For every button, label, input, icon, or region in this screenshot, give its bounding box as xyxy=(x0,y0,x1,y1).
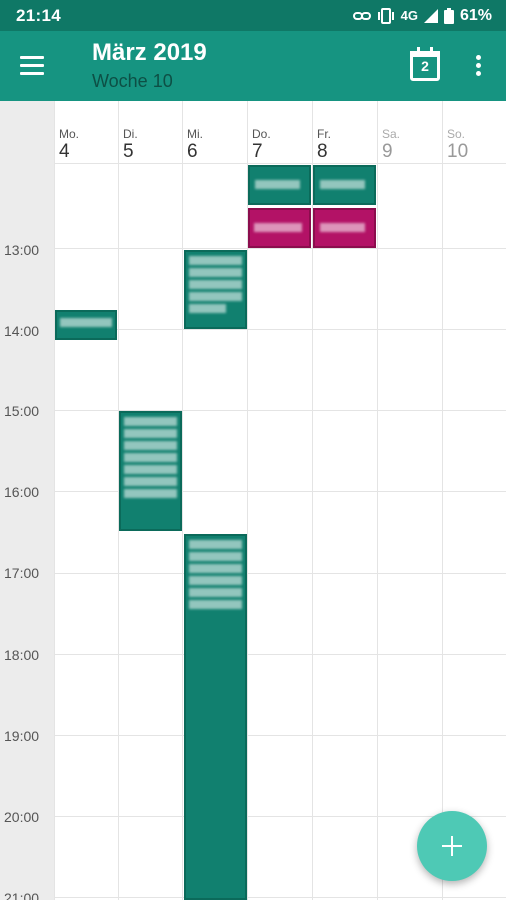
more-vert-icon[interactable] xyxy=(466,53,490,81)
title-block: März 2019 Woche 10 xyxy=(92,37,207,93)
add-event-button[interactable] xyxy=(417,811,487,881)
day-divider xyxy=(247,101,248,900)
time-gutter: 13:00 14:00 15:00 16:00 17:00 18:00 19:0… xyxy=(0,101,54,900)
day-header-tue[interactable]: Di. 5 xyxy=(120,101,184,163)
day-number: 8 xyxy=(317,141,328,162)
day-divider xyxy=(118,101,119,900)
day-header-mon[interactable]: Mo. 4 xyxy=(56,101,120,163)
hour-label: 21:00 xyxy=(4,890,40,900)
day-abbr: Do. xyxy=(252,127,271,141)
day-header-sun[interactable]: So. 10 xyxy=(444,101,506,163)
grid-line xyxy=(54,491,506,492)
week-calendar: 13:00 14:00 15:00 16:00 17:00 18:00 19:0… xyxy=(0,101,506,900)
day-header-fri[interactable]: Fr. 8 xyxy=(314,101,378,163)
hour-label: 13:00 xyxy=(4,242,40,258)
day-number: 4 xyxy=(59,141,70,162)
calendar-event[interactable] xyxy=(184,250,247,329)
grid-line xyxy=(54,897,506,898)
day-abbr: Mo. xyxy=(59,127,80,141)
hour-label: 18:00 xyxy=(4,647,40,663)
week-subtitle: Woche 10 xyxy=(92,71,173,91)
day-abbr: Di. xyxy=(123,127,138,141)
day-divider xyxy=(54,101,55,900)
day-header-wed[interactable]: Mi. 6 xyxy=(184,101,248,163)
app-bar: März 2019 Woche 10 2 xyxy=(0,31,506,101)
hour-label: 14:00 xyxy=(4,323,40,339)
day-number: 10 xyxy=(447,141,469,162)
hour-label: 19:00 xyxy=(4,728,40,744)
signal-icon xyxy=(423,8,438,23)
calendar-event[interactable] xyxy=(313,208,376,248)
status-bar: 21:14 4G 61% xyxy=(0,0,506,31)
hour-label: 17:00 xyxy=(4,565,40,581)
grid-line xyxy=(54,163,506,164)
day-number: 9 xyxy=(382,141,393,162)
day-abbr: Mi. xyxy=(187,127,203,141)
calendar-event[interactable] xyxy=(248,208,311,248)
calendar-event[interactable] xyxy=(313,165,376,205)
calendar-today-icon[interactable]: 2 xyxy=(408,47,442,83)
grid-line xyxy=(54,573,506,574)
calendar-event[interactable] xyxy=(184,534,247,900)
day-abbr: Fr. xyxy=(317,127,331,141)
time-grid[interactable] xyxy=(54,101,506,900)
network-type: 4G xyxy=(400,8,418,23)
day-abbr: Sa. xyxy=(382,127,401,141)
grid-line xyxy=(54,410,506,411)
day-divider xyxy=(182,101,183,900)
hour-label: 16:00 xyxy=(4,484,40,500)
hour-label: 20:00 xyxy=(4,809,40,825)
day-number: 7 xyxy=(252,141,263,162)
day-header-thu[interactable]: Do. 7 xyxy=(249,101,313,163)
day-divider xyxy=(442,101,443,900)
grid-line xyxy=(54,329,506,330)
grid-line xyxy=(54,654,506,655)
grid-line xyxy=(54,735,506,736)
status-icons: 4G 61% xyxy=(352,6,492,25)
grid-line xyxy=(54,816,506,817)
today-date: 2 xyxy=(421,58,429,74)
calendar-event[interactable] xyxy=(119,411,182,531)
vibrate-icon xyxy=(377,7,395,24)
day-header-sat[interactable]: Sa. 9 xyxy=(379,101,443,163)
link-icon xyxy=(352,10,371,22)
hour-label: 15:00 xyxy=(4,403,40,419)
battery-level: 61% xyxy=(459,6,492,24)
day-number: 5 xyxy=(123,141,134,162)
calendar-event[interactable] xyxy=(248,165,311,205)
day-divider xyxy=(312,101,313,900)
grid-line xyxy=(54,248,506,249)
menu-icon[interactable] xyxy=(18,51,54,81)
day-divider xyxy=(377,101,378,900)
month-title[interactable]: März 2019 xyxy=(92,39,207,66)
day-abbr: So. xyxy=(447,127,466,141)
day-number: 6 xyxy=(187,141,198,162)
calendar-event[interactable] xyxy=(55,310,117,340)
battery-icon xyxy=(443,7,454,24)
status-time: 21:14 xyxy=(16,5,61,25)
